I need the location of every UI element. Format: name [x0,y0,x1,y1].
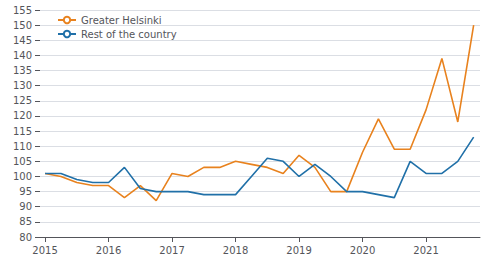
svg-text:145: 145 [13,35,32,46]
svg-text:2016: 2016 [96,245,121,256]
svg-text:105: 105 [13,156,32,167]
svg-text:140: 140 [13,50,32,61]
svg-text:Greater Helsinki: Greater Helsinki [81,15,162,26]
svg-text:2017: 2017 [159,245,184,256]
svg-text:2019: 2019 [286,245,311,256]
svg-text:150: 150 [13,20,32,31]
svg-text:155: 155 [13,5,32,16]
svg-text:85: 85 [19,216,32,227]
svg-text:90: 90 [19,201,32,212]
svg-text:2018: 2018 [223,245,248,256]
svg-text:110: 110 [13,141,32,152]
svg-text:100: 100 [13,171,32,182]
svg-text:2021: 2021 [413,245,438,256]
svg-text:2020: 2020 [350,245,375,256]
svg-text:Rest of the country: Rest of the country [81,29,177,40]
svg-text:120: 120 [13,110,32,121]
svg-text:80: 80 [19,232,32,243]
svg-text:115: 115 [13,126,32,137]
svg-text:95: 95 [19,186,32,197]
svg-text:130: 130 [13,80,32,91]
svg-text:2015: 2015 [32,245,57,256]
svg-text:135: 135 [13,65,32,76]
svg-text:125: 125 [13,95,32,106]
